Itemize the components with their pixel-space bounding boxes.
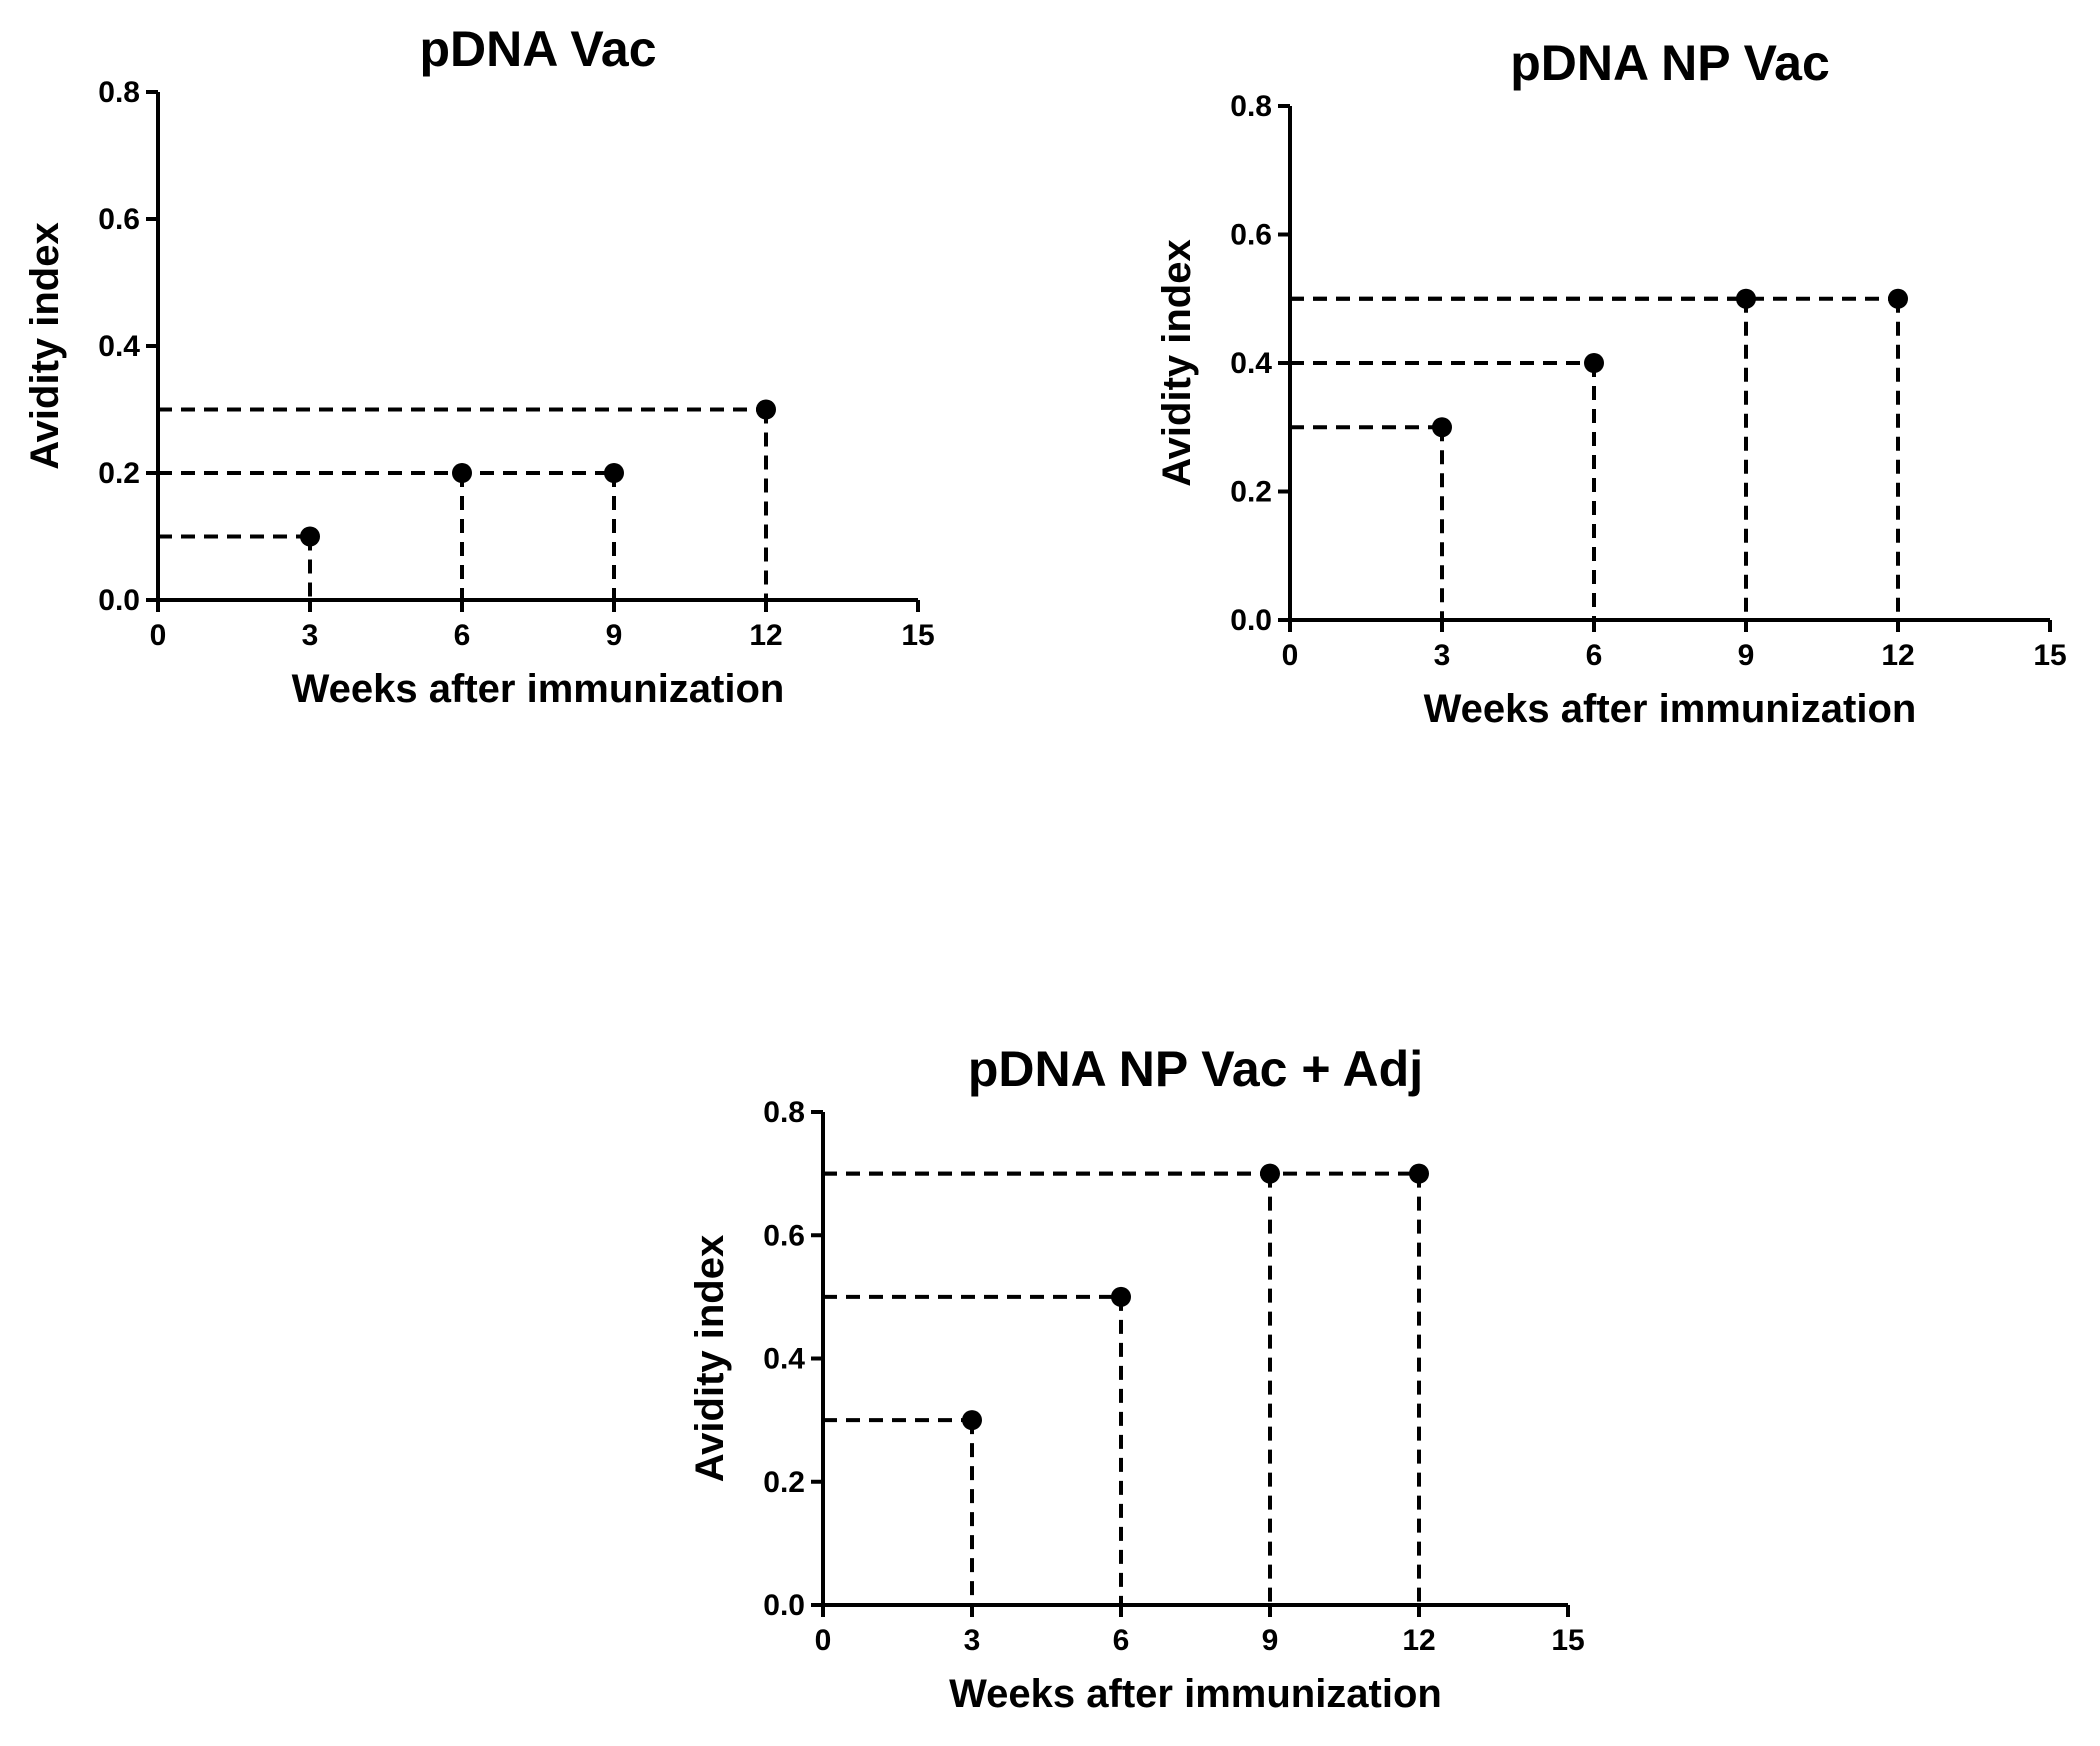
x-tick-label: 15 — [901, 619, 934, 652]
y-tick-label: 0.4 — [1230, 347, 1272, 380]
x-tick-label: 6 — [454, 619, 471, 652]
x-tick-label: 15 — [2033, 639, 2066, 672]
data-point — [1260, 1163, 1280, 1184]
data-point — [756, 399, 776, 420]
y-tick-label: 0.8 — [763, 1096, 805, 1129]
x-tick-label: 0 — [815, 1624, 832, 1657]
x-axis-label: Weeks after immunization — [949, 1672, 1442, 1716]
chart-panel-2: pDNA NP Vac 0 3 6 9 12 15 0.0 0.2 0.4 0.6 0.8 Weeks … — [1155, 35, 2067, 731]
x-tick-label: 9 — [1738, 639, 1755, 672]
y-tick-label: 0.2 — [1230, 476, 1272, 509]
x-tick-label: 6 — [1113, 1624, 1130, 1657]
data-point — [962, 1410, 982, 1431]
x-tick-label: 3 — [302, 619, 319, 652]
y-axis-label: Avidity index — [1155, 239, 1199, 486]
data-point — [452, 463, 472, 483]
x-tick-label: 3 — [1434, 639, 1451, 672]
x-tick-label: 9 — [1262, 1624, 1279, 1657]
data-point — [604, 463, 624, 483]
y-tick-label: 0.6 — [763, 1219, 805, 1252]
y-tick-label: 0.4 — [763, 1343, 805, 1376]
x-tick-label: 9 — [606, 619, 623, 652]
x-tick-label: 0 — [1282, 639, 1299, 672]
y-tick-label: 0.2 — [763, 1466, 805, 1499]
chart-panel-1: pDNA Vac 0 3 6 9 12 15 0.0 0.2 0.4 0.6 0.8 Weeks aft… — [23, 21, 935, 711]
y-axis-label: Avidity index — [23, 222, 67, 469]
x-tick-label: 0 — [150, 619, 167, 652]
chart-title: pDNA NP Vac + Adj — [968, 1041, 1423, 1097]
x-tick-label: 3 — [964, 1624, 981, 1657]
x-tick-label: 6 — [1586, 639, 1603, 672]
y-tick-label: 0.8 — [98, 76, 140, 109]
x-tick-label: 12 — [1881, 639, 1914, 672]
x-axis-label: Weeks after immunization — [292, 667, 785, 711]
y-tick-label: 0.0 — [98, 584, 140, 617]
y-tick-label: 0.0 — [763, 1589, 805, 1622]
data-point — [1888, 288, 1908, 309]
chart-title: pDNA Vac — [419, 21, 656, 77]
data-point — [1432, 417, 1452, 438]
y-tick-label: 0.0 — [1230, 604, 1272, 637]
y-tick-label: 0.2 — [98, 457, 140, 490]
data-point — [1409, 1163, 1429, 1184]
chart-panel-3: pDNA NP Vac + Adj 0 3 6 9 12 15 0.0 0.2 0.4 0.6 0.8… — [688, 1041, 1585, 1716]
x-axis-label: Weeks after immunization — [1424, 687, 1917, 731]
data-point — [1111, 1286, 1131, 1307]
x-tick-label: 15 — [1551, 1624, 1584, 1657]
y-tick-label: 0.6 — [1230, 219, 1272, 252]
y-tick-label: 0.6 — [98, 203, 140, 236]
y-axis-label: Avidity index — [688, 1235, 732, 1482]
y-tick-label: 0.4 — [98, 330, 140, 363]
y-tick-label: 0.8 — [1230, 90, 1272, 123]
x-tick-label: 12 — [749, 619, 782, 652]
data-point — [300, 526, 320, 547]
data-point — [1736, 288, 1756, 309]
chart-title: pDNA NP Vac — [1510, 35, 1830, 91]
x-tick-label: 12 — [1402, 1624, 1435, 1657]
data-point — [1584, 353, 1604, 373]
